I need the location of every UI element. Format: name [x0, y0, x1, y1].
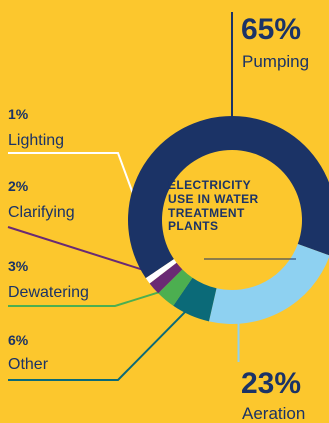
connector-clarifying — [7, 226, 167, 279]
other-percent: 6% — [8, 332, 29, 348]
slice-other — [173, 277, 217, 322]
slice-lighting — [145, 259, 177, 284]
chart-title-line-4: PLANTS — [168, 219, 219, 234]
chart-title-line-1: ELECTRICITY — [168, 178, 252, 192]
dewatering-percent: 3% — [8, 258, 29, 274]
connector-lines — [7, 12, 240, 381]
chart-title-line-3: TREATMENT — [168, 205, 245, 220]
slice-clarifying — [149, 262, 183, 294]
other-label: Other — [8, 356, 49, 373]
lighting-percent: 1% — [8, 106, 29, 122]
lighting-label: Lighting — [8, 132, 65, 149]
slice-pumping — [128, 116, 329, 279]
clarifying-percent: 2% — [8, 178, 29, 194]
donut-slices — [128, 116, 329, 324]
slice-aeration — [208, 243, 329, 324]
clarifying-label: Clarifying — [8, 204, 75, 221]
chart-title: ELECTRICITY USE IN WATER TREATMENT PLANT… — [168, 178, 280, 234]
chart-title-line-2: USE IN WATER — [168, 191, 259, 206]
connector-other — [8, 299, 198, 381]
pumping-percent: 65% — [241, 13, 302, 46]
pumping-label: Pumping — [242, 52, 310, 71]
slice-dewatering — [158, 269, 193, 306]
connector-dewatering — [8, 285, 177, 307]
dewatering-label: Dewatering — [8, 284, 89, 301]
aeration-label: Aeration — [242, 404, 306, 423]
aeration-percent: 23% — [241, 367, 302, 400]
